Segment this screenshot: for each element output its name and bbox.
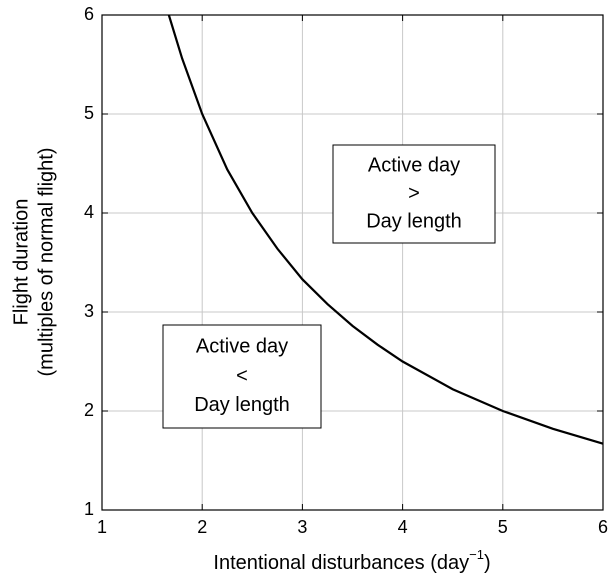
x-tick-label: 1 <box>97 517 107 537</box>
annotation-text: Active day <box>196 335 288 357</box>
x-tick-label: 2 <box>197 517 207 537</box>
annotation-text: > <box>408 182 420 204</box>
curve <box>167 14 604 445</box>
y-tick-label: 5 <box>84 103 94 123</box>
x-label-suffix: ) <box>484 552 491 574</box>
x-tick-label: 6 <box>598 517 608 537</box>
plot-area <box>102 15 603 510</box>
x-tick-label: 4 <box>398 517 408 537</box>
x-label-superscript: −1 <box>469 547 484 562</box>
annotation-text: Day length <box>194 394 290 416</box>
y-tick-label: 1 <box>84 499 94 519</box>
y-tick-label: 2 <box>84 400 94 420</box>
plot-frame <box>101 14 604 511</box>
y-tick-label: 4 <box>84 202 94 222</box>
x-label-text: Intentional disturbances (day <box>213 552 469 574</box>
x-tick-label: 5 <box>498 517 508 537</box>
y-tick-label: 3 <box>84 301 94 321</box>
y-axis-label: Flight duration <box>10 199 32 326</box>
annotation-box <box>162 324 322 429</box>
annotation-text: < <box>236 365 248 387</box>
y-tick-label: 6 <box>84 4 94 24</box>
annotation-box <box>332 144 496 244</box>
x-tick-label: 3 <box>297 517 307 537</box>
annotation-text: Day length <box>366 210 462 232</box>
annotation-text: Active day <box>368 154 460 176</box>
y-axis-label: (multiples of normal flight) <box>35 148 57 377</box>
x-axis-label: Intentional disturbances (day−1) <box>213 547 490 574</box>
